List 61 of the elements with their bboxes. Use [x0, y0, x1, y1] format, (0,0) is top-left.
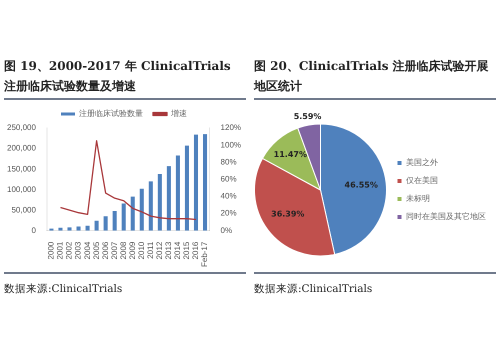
- legend-label: 同时在美国及其它地区: [406, 212, 486, 222]
- x-tick-label: 2016: [191, 241, 200, 260]
- bar: [130, 196, 135, 231]
- x-tick-label: 2000: [46, 241, 56, 260]
- data-label: 11.47%: [274, 150, 307, 160]
- bar: [94, 220, 99, 231]
- y-tick-label: 200,000: [6, 144, 36, 153]
- x-tick-label: 2008: [118, 241, 128, 260]
- y-tick-label: 50,000: [11, 205, 36, 214]
- source-note: 数据来源:ClinicalTrials: [4, 272, 246, 296]
- y2-tick-label: 80%: [220, 157, 237, 166]
- bar: [122, 204, 126, 231]
- bar: [166, 166, 171, 231]
- legend-label: 注册临床试验数量: [79, 109, 143, 118]
- bar: [112, 210, 117, 231]
- y2-tick-label: 20%: [220, 208, 237, 218]
- y-tick-label: 150,000: [6, 164, 36, 174]
- bar: [86, 226, 90, 231]
- y-tick-label: 250,000: [6, 123, 36, 132]
- y2-tick-label: 120%: [220, 123, 242, 132]
- x-tick-label: 2002: [64, 241, 74, 260]
- legend-label: 增速: [170, 109, 187, 118]
- bar: [184, 146, 189, 231]
- x-tick-label: 2009: [128, 241, 137, 260]
- data-label: 46.55%: [344, 180, 378, 190]
- bar: [158, 174, 162, 231]
- y2-tick-label: 60%: [220, 174, 237, 184]
- x-tick-label: 2014: [173, 241, 182, 260]
- x-tick-label: 2005: [92, 241, 101, 260]
- x-tick-label: 2006: [100, 241, 110, 260]
- x-tick-label: 2012: [155, 241, 164, 260]
- data-label: 36.39%: [271, 210, 304, 219]
- y-tick-label: 100,000: [6, 184, 36, 194]
- y2-tick-label: 40%: [220, 192, 237, 201]
- legend-label: 未标明: [406, 194, 430, 204]
- x-tick-label: 2010: [136, 241, 146, 260]
- data-label: 5.59%: [294, 112, 322, 122]
- bar: [148, 181, 153, 231]
- source-note: 数据来源:ClinicalTrials: [254, 272, 496, 296]
- x-tick-label: Feb-17: [200, 241, 210, 268]
- x-tick-label: 2007: [110, 241, 119, 260]
- bar: [202, 134, 208, 231]
- x-tick-label: 2004: [82, 241, 92, 260]
- x-tick-label: 2001: [56, 241, 65, 260]
- y2-tick-label: 0%: [220, 226, 232, 235]
- bar: [140, 188, 144, 231]
- bar: [176, 156, 180, 231]
- chart-title: 图 19、2000-2017 年 ClinicalTrials 注册临床试验数量及增速: [4, 56, 246, 100]
- x-tick-label: 2003: [74, 241, 83, 260]
- x-tick-label: 2013: [164, 241, 174, 260]
- bar: [76, 226, 81, 231]
- bar: [104, 216, 108, 231]
- x-tick-label: 2015: [182, 241, 192, 260]
- chart-title: 图 20、ClinicalTrials 注册临床试验开展地区统计: [254, 56, 496, 100]
- y2-tick-label: 100%: [220, 140, 242, 150]
- legend-label: 仅在美国: [406, 176, 438, 186]
- bar: [194, 134, 198, 231]
- x-tick-label: 2011: [146, 241, 156, 259]
- legend-label: 美国之外: [406, 158, 438, 168]
- y-tick-label: 0: [31, 226, 36, 235]
- bar: [67, 227, 72, 231]
